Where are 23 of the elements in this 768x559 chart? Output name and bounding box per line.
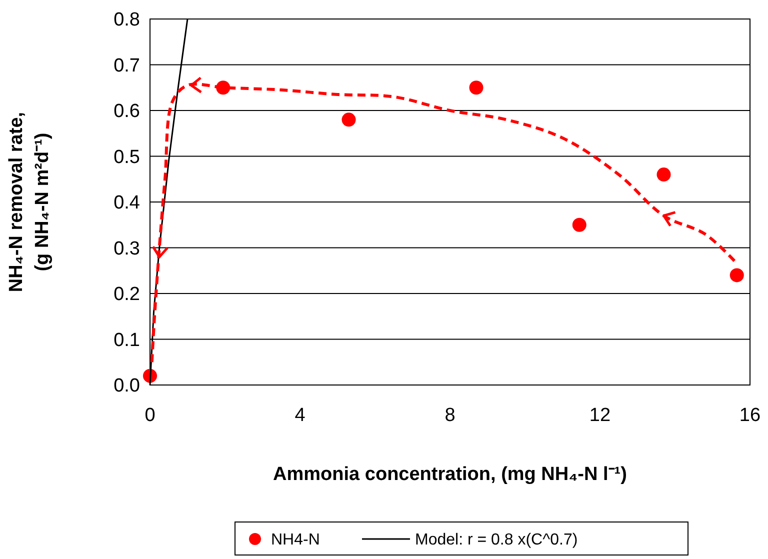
point xyxy=(656,168,671,182)
y-axis-title: NH₄-N removal rate, (g NH₄-N m²d⁻¹) xyxy=(6,112,53,292)
x-tick-label: 4 xyxy=(294,405,306,426)
y-tick-label: 0.7 xyxy=(114,55,140,76)
x-tick-label: 8 xyxy=(444,405,456,426)
point xyxy=(730,268,744,282)
point xyxy=(342,112,356,127)
legend-label: NH4-N xyxy=(271,532,320,549)
point xyxy=(572,218,586,232)
y-tick-label: 0.4 xyxy=(114,192,140,214)
y-tick-label: 0.8 xyxy=(114,10,140,31)
y-tick-label: 0.0 xyxy=(114,376,140,397)
x-tick-label: 12 xyxy=(589,405,611,426)
legend-label: Model: r = 0.8 x(C^0.7) xyxy=(415,532,578,549)
y-tick-label: 0.1 xyxy=(114,330,140,351)
y-tick-label: 0.6 xyxy=(114,101,140,122)
y-tick-label: 0.3 xyxy=(114,238,140,260)
x-axis-title: Ammonia concentration, (mg NH₄-N l⁻¹) xyxy=(273,464,627,485)
y-tick-label: 0.5 xyxy=(114,146,140,168)
x-tick-label: 0 xyxy=(144,405,156,426)
point xyxy=(469,80,484,95)
x-tick-label: 16 xyxy=(739,405,761,426)
y-tick-label: 0.2 xyxy=(114,284,140,306)
